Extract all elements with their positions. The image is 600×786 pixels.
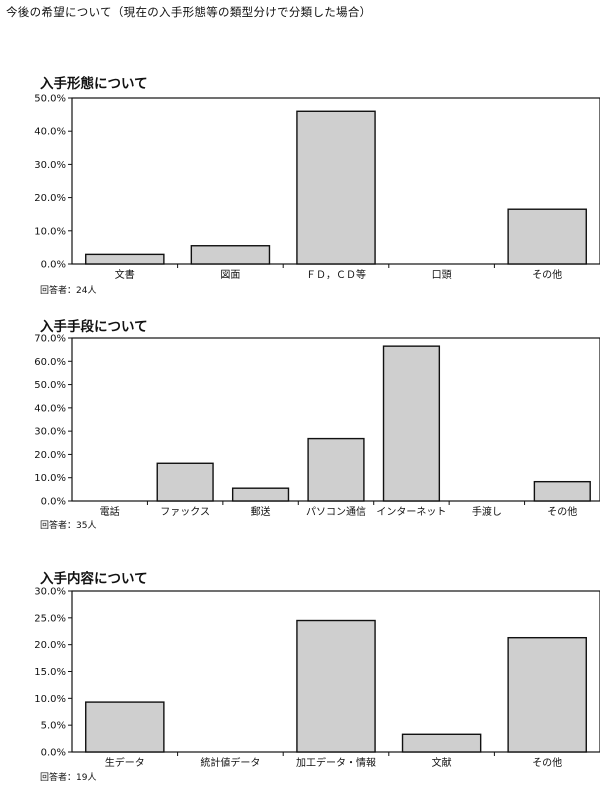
bar — [296, 619, 376, 753]
x-tick-label: その他 — [532, 756, 562, 769]
x-tick-label: 文書 — [115, 268, 135, 281]
x-tick-label: その他 — [547, 505, 577, 518]
y-tick-label: 5.0% — [41, 721, 66, 732]
chart-3-title: 入手内容について — [40, 571, 148, 587]
y-tick-label: 70.0% — [34, 334, 66, 345]
x-tick-label: 口頭 — [432, 269, 452, 281]
bar — [307, 437, 365, 502]
bar — [507, 636, 587, 753]
bar — [533, 480, 591, 502]
bar — [190, 245, 271, 265]
y-tick-label: 15.0% — [34, 667, 66, 678]
bar — [85, 253, 165, 265]
y-tick-label: 10.0% — [34, 226, 66, 237]
x-tick-label: 電話 — [100, 505, 120, 518]
chart-2-title: 入手手段について — [40, 319, 148, 335]
y-tick-label: 60.0% — [34, 357, 66, 368]
y-tick-label: 30.0% — [34, 160, 66, 171]
x-tick-label: ＦＤ，ＣＤ等 — [306, 268, 366, 281]
x-tick-label: インターネット — [376, 506, 446, 518]
y-tick-label: 30.0% — [34, 427, 66, 438]
chart-1-respondents: 回答者：24人 — [40, 286, 97, 296]
x-tick-label: 図面 — [220, 269, 240, 281]
chart-2: 0.0% 10.0% 20.0% 30.0% 40.0% 50.0% 60.0% 70.0% 電… — [34, 334, 600, 518]
y-tick-label: 40.0% — [34, 127, 66, 138]
y-tick-label: 25.0% — [34, 613, 66, 624]
bar — [296, 110, 376, 265]
y-tick-label: 10.0% — [34, 473, 66, 484]
y-tick-label: 0.0% — [41, 748, 66, 759]
bar — [231, 487, 290, 502]
chart-3-respondents: 回答者：19人 — [40, 773, 97, 783]
y-tick-label: 20.0% — [34, 640, 66, 651]
y-tick-label: 0.0% — [41, 497, 66, 508]
chart-2-respondents: 回答者：35人 — [40, 521, 97, 531]
y-tick-label: 20.0% — [34, 450, 66, 461]
x-tick-label: その他 — [532, 268, 562, 281]
page-title: 今後の希望について（現在の入手形態等の類型分けで分類した場合） — [6, 5, 372, 19]
x-tick-label: 加工データ・情報 — [296, 756, 376, 769]
bar — [382, 345, 441, 502]
x-tick-label: ファックス — [160, 506, 210, 518]
x-tick-label: 手渡し — [472, 505, 502, 518]
chart-3: 0.0% 5.0% 10.0% 15.0% 20.0% 25.0% 30.0% 生データ 統計値… — [34, 587, 600, 769]
chart-1-title: 入手形態について — [40, 76, 148, 92]
x-tick-label: 統計値データ — [200, 756, 260, 769]
bar — [156, 462, 214, 502]
y-tick-label: 50.0% — [34, 94, 66, 105]
x-tick-label: 文献 — [432, 756, 452, 769]
y-tick-label: 30.0% — [34, 587, 66, 598]
bar — [401, 733, 482, 753]
x-tick-label: パソコン通信 — [306, 506, 366, 518]
y-tick-label: 20.0% — [34, 193, 66, 204]
bar — [507, 208, 587, 265]
y-tick-label: 40.0% — [34, 403, 66, 414]
x-tick-label: 生データ — [105, 756, 145, 769]
y-tick-label: 50.0% — [34, 380, 66, 391]
bar — [85, 701, 165, 753]
chart-1: 0.0% 10.0% 20.0% 30.0% 40.0% 50.0% 文書 図面 ＦＤ，ＣＤ等 口… — [34, 94, 600, 281]
y-tick-label: 0.0% — [41, 260, 66, 271]
y-tick-label: 10.0% — [34, 694, 66, 705]
x-tick-label: 郵送 — [251, 505, 271, 518]
